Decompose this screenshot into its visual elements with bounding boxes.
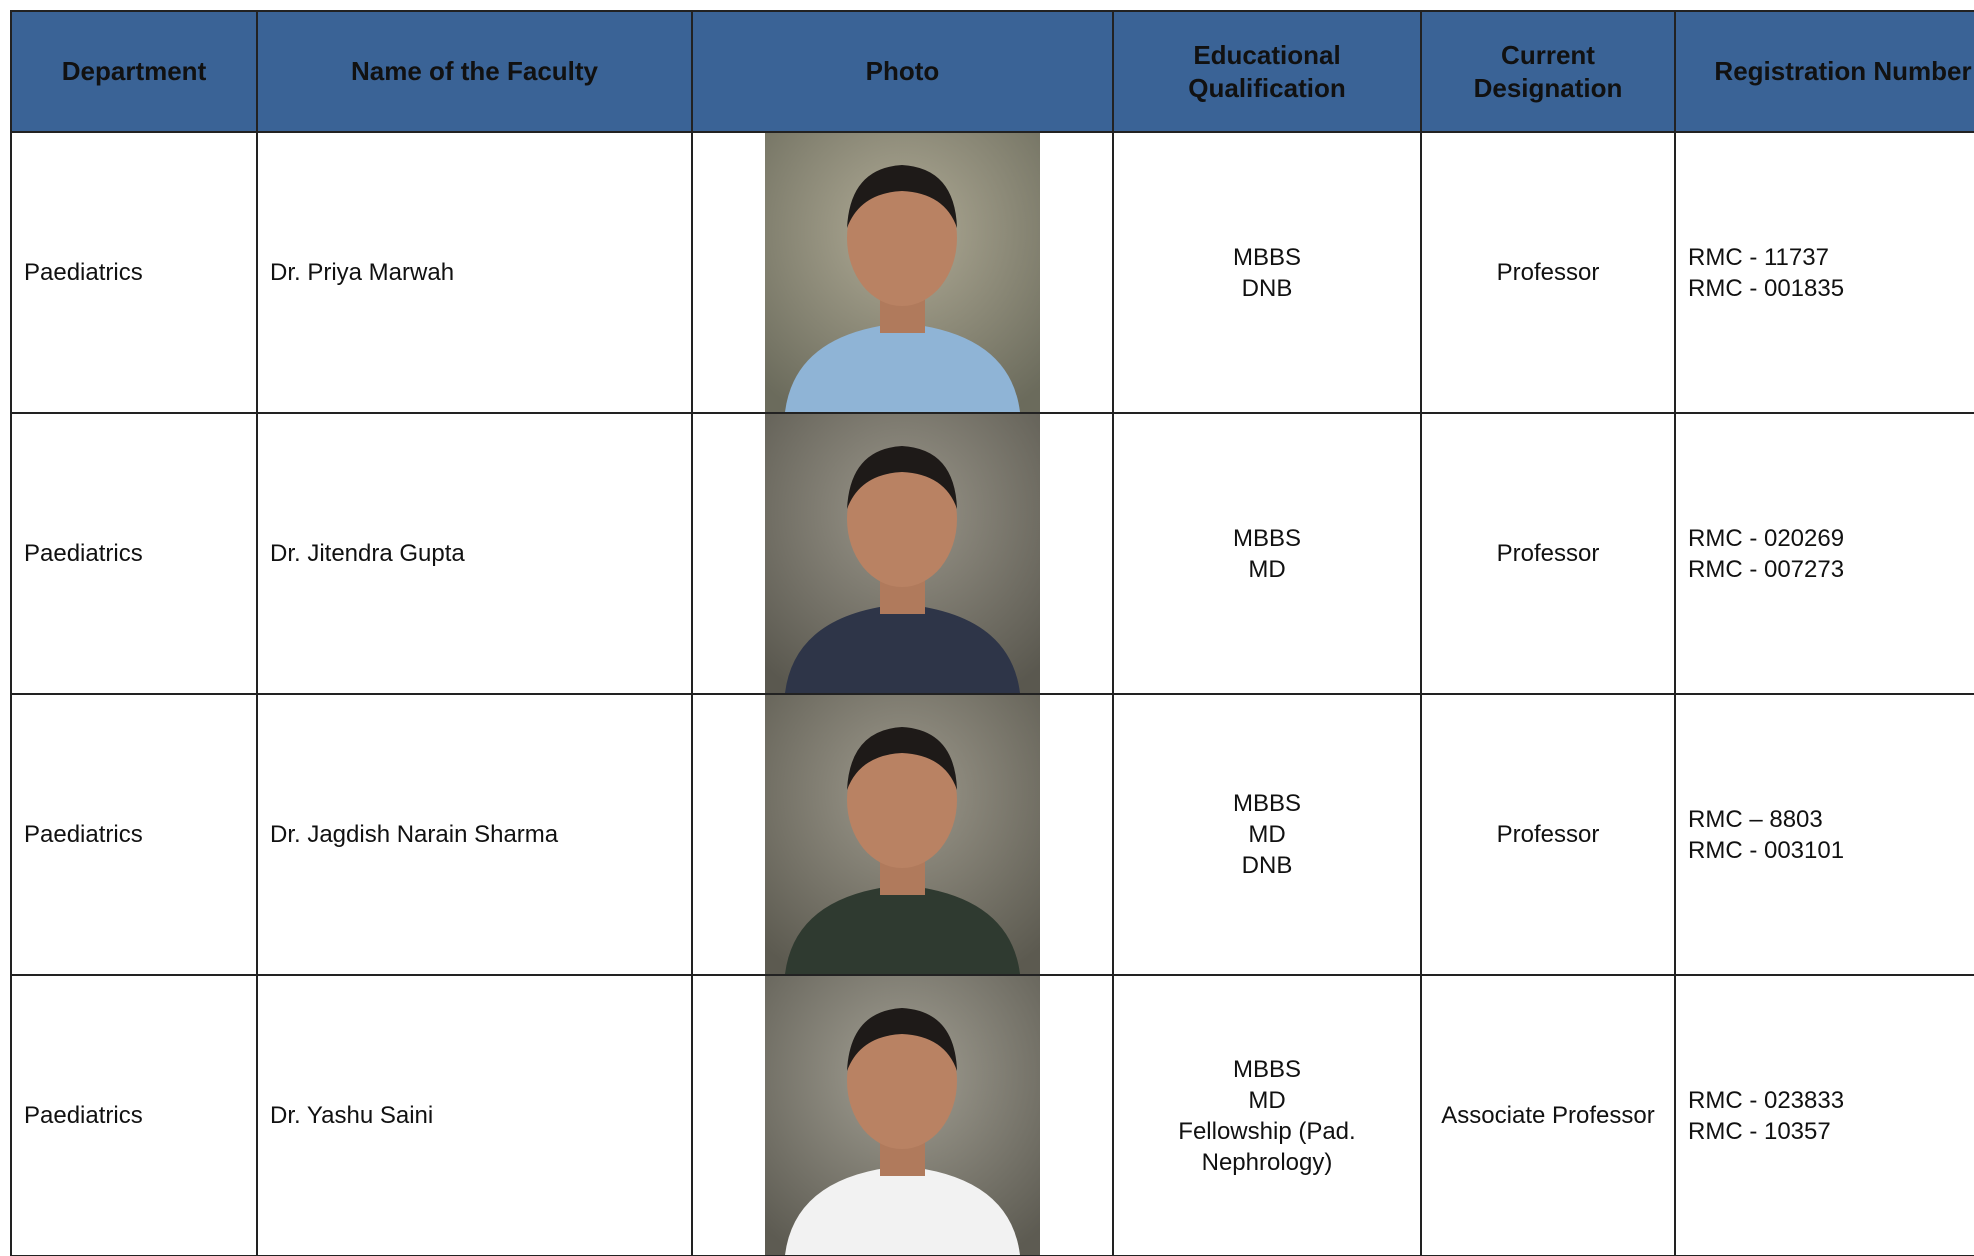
photo-cell: [691, 412, 1114, 695]
qualification-cell: MBBS MD: [1112, 412, 1422, 695]
table-body: Paediatrics Dr. Priya Marwah MBBS DNB Profe…: [10, 131, 1974, 1256]
department-cell: Paediatrics: [10, 974, 258, 1256]
name-cell: Dr. Priya Marwah: [256, 131, 693, 414]
header-cell: Department: [10, 10, 258, 133]
name-cell: Dr. Jitendra Gupta: [256, 412, 693, 695]
table-row: Paediatrics Dr. Priya Marwah MBBS DNB Profe…: [10, 131, 1974, 414]
qualification-cell: MBBS MD Fellowship (Pad. Nephrology): [1112, 974, 1422, 1256]
registration-line: RMC - 023833: [1688, 1086, 1845, 1114]
photo-shoulders: [785, 885, 1020, 974]
header-cell: Educational Qualification: [1112, 10, 1422, 133]
department-cell: Paediatrics: [10, 131, 258, 414]
registration-line: RMC - 007273: [1688, 555, 1845, 583]
name-cell: Dr. Yashu Saini: [256, 974, 693, 1256]
photo-hair: [847, 165, 957, 228]
qualification-line: MBBS: [1232, 1055, 1301, 1083]
faculty-table: Department Name of the Faculty Photo Educat…: [10, 10, 1974, 1256]
qualification-line: MBBS: [1232, 790, 1301, 817]
qualification-cell: MBBS MD DNB: [1112, 693, 1422, 976]
qualification-line: MD: [1248, 555, 1286, 583]
table-row: Paediatrics Dr. Jagdish Narain Sharma MBB…: [10, 693, 1974, 976]
photo-hair: [847, 1008, 957, 1071]
qualification-line: MD: [1248, 821, 1286, 848]
designation-cell: Associate Professor: [1420, 974, 1676, 1256]
photo-shoulders: [785, 1166, 1020, 1255]
table-container: Department Name of the Faculty Photo Educat…: [10, 10, 1974, 1256]
table-row: Paediatrics Dr. Yashu Saini MBBS MD Fellows…: [10, 974, 1974, 1256]
registration-cell: RMC – 8803 RMC - 003101: [1674, 693, 1974, 976]
photo-shoulders: [785, 323, 1020, 412]
registration-cell: RMC - 020269 RMC - 007273: [1674, 412, 1974, 695]
faculty-photo: [765, 695, 1040, 974]
header-row: Department Name of the Faculty Photo Educat…: [10, 10, 1974, 133]
registration-line: RMC - 10357: [1688, 1117, 1831, 1145]
photo-cell: [691, 974, 1114, 1256]
registration-line: RMC - 020269: [1688, 524, 1845, 552]
header-cell: Photo: [691, 10, 1114, 133]
photo-shoulders: [785, 604, 1020, 693]
header-cell: Current Designation: [1420, 10, 1676, 133]
photo-hair: [847, 446, 957, 509]
faculty-photo: [765, 976, 1040, 1255]
header-cell: Name of the Faculty: [256, 10, 693, 133]
photo-cell: [691, 693, 1114, 976]
header-cell: Registration Number: [1674, 10, 1974, 133]
registration-line: RMC - 001835: [1688, 274, 1845, 302]
table-row: Paediatrics Dr. Jitendra Gupta MBBS MD Prof…: [10, 412, 1974, 695]
registration-cell: RMC - 023833 RMC - 10357: [1674, 974, 1974, 1256]
photo-hair: [847, 727, 957, 790]
designation-cell: Professor: [1420, 693, 1676, 976]
faculty-photo: [765, 414, 1040, 693]
qualification-line: DNB: [1241, 852, 1293, 879]
qualification-line: DNB: [1241, 274, 1293, 302]
registration-cell: RMC - 11737 RMC - 001835: [1674, 131, 1974, 414]
designation-cell: Professor: [1420, 131, 1676, 414]
photo-face: [847, 170, 957, 306]
qualification-line: MD: [1248, 1086, 1286, 1114]
department-cell: Paediatrics: [10, 412, 258, 695]
qualification-line: MBBS: [1232, 524, 1301, 552]
registration-line: RMC - 11737: [1688, 243, 1829, 271]
registration-line: RMC – 8803: [1688, 805, 1823, 833]
registration-line: RMC - 003101: [1688, 836, 1845, 864]
photo-face: [847, 732, 957, 868]
qualification-cell: MBBS DNB: [1112, 131, 1422, 414]
faculty-photo: [765, 133, 1040, 412]
photo-face: [847, 451, 957, 587]
photo-cell: [691, 131, 1114, 414]
qualification-line: MBBS: [1232, 243, 1301, 271]
department-cell: Paediatrics: [10, 693, 258, 976]
qualification-line: Fellowship (Pad. Nephrology): [1178, 1117, 1356, 1176]
name-cell: Dr. Jagdish Narain Sharma: [256, 693, 693, 976]
photo-face: [847, 1013, 957, 1149]
designation-cell: Professor: [1420, 412, 1676, 695]
